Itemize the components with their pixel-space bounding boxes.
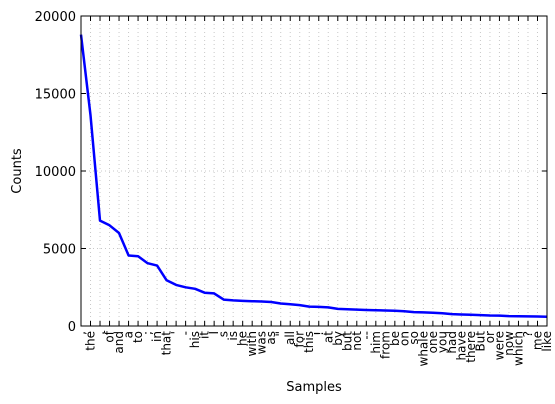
x-tick-label: , [74,331,88,335]
x-tick-label: or [483,331,497,343]
y-tick-label: 5000 [43,243,76,258]
x-tick-label: at [321,331,335,343]
x-tick-label: not [350,331,364,351]
x-tick-label: as [264,331,278,345]
x-tick-label: were [492,331,506,360]
x-tick-label: -- [359,331,373,340]
x-tick-label: for [293,331,307,348]
y-tick-label: 0 [68,320,76,335]
x-tick-label: to [131,331,145,343]
x-tick-label: you [435,331,449,353]
x-tick-label: had [445,331,459,354]
x-tick-label: I [207,331,221,335]
x-tick-label: - [179,331,193,335]
x-tick-label: that [160,331,174,356]
x-tick-label: was [255,331,269,354]
x-tick-label: from [378,331,392,359]
x-tick-label: ! [312,331,326,336]
x-tick-label: ; [141,331,155,335]
x-tick-label: like [540,331,554,352]
y-axis-label: Counts [10,148,25,194]
y-tick-label: 10000 [35,165,76,180]
x-tick-label: me [530,331,544,350]
x-tick-label: there [464,331,478,363]
x-tick-label: . [93,331,107,335]
x-tick-label: him [369,331,383,354]
x-tick-label: But [473,331,487,352]
x-tick-label: so [407,331,421,345]
x-tick-label: have [454,331,468,360]
x-tick-label: of [103,330,117,342]
x-tick-label: it [198,331,212,339]
x-tick-label: ? [521,331,535,337]
x-tick-label: which [511,331,525,366]
x-tick-label: s [217,331,231,337]
x-tick-label: this [302,331,316,353]
x-axis-ticks: ,the.ofandato;inthat'-hisitIsishewithwas… [74,16,554,367]
x-tick-label: with [245,331,259,356]
x-tick-label: now [502,331,516,356]
y-tick-label: 15000 [35,88,76,103]
x-tick-label: ' [169,331,183,334]
x-tick-label: a [122,331,136,338]
x-tick-label: one [426,331,440,353]
grid-lines [81,16,547,326]
x-tick-label: in [150,331,164,342]
x-tick-label: whale [416,331,430,367]
x-tick-label: all [283,331,297,345]
x-tick-label: the [84,331,98,351]
y-axis-ticks: 0 5000 10000 15000 20000 [35,10,547,335]
x-tick-label: by [331,331,345,346]
x-tick-label: and [112,331,126,354]
x-tick-label: on [397,331,411,346]
x-tick-label: he [236,331,250,346]
x-axis-label: Samples [286,380,342,395]
x-tick-label: but [340,331,354,351]
x-tick-label: " [274,331,288,337]
x-tick-label: is [226,331,240,341]
series-line-counts [79,34,548,318]
x-tick-label: his [188,331,202,348]
y-tick-label: 20000 [35,10,76,25]
x-tick-label: be [388,331,402,346]
